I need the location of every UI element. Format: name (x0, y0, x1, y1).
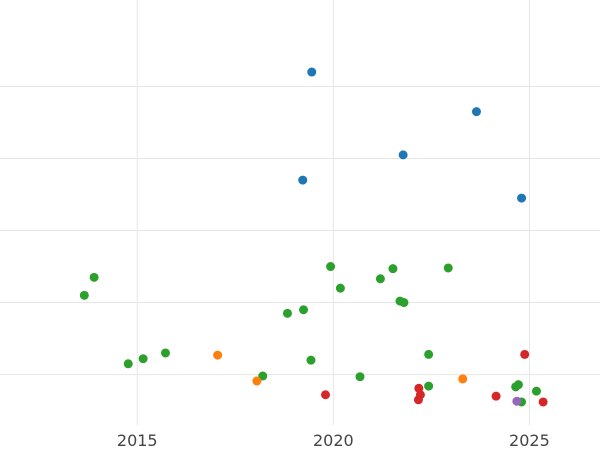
data-point (517, 193, 527, 203)
data-points (79, 67, 548, 407)
y-gridlines (0, 85, 600, 376)
data-point (252, 376, 262, 386)
data-point (123, 359, 133, 369)
x-gridlines (136, 0, 530, 425)
x-tick-label: 2020 (313, 431, 354, 450)
x-tick-label: 2025 (509, 431, 550, 450)
data-point (298, 175, 308, 185)
data-point (79, 290, 89, 300)
data-point (443, 263, 453, 273)
data-point (538, 397, 548, 407)
data-point (513, 380, 523, 390)
data-point (399, 298, 409, 308)
data-point (398, 150, 408, 160)
data-point (413, 395, 423, 405)
data-point (424, 349, 434, 359)
data-point (138, 354, 148, 364)
data-point (424, 381, 434, 391)
data-point (306, 355, 316, 365)
data-point (307, 67, 317, 77)
data-point (213, 350, 223, 360)
data-point (320, 390, 330, 400)
x-tick-labels: 2015 2020 2025 (117, 431, 550, 450)
data-point (299, 305, 309, 315)
data-point (491, 391, 501, 401)
x-tick-label: 2015 (117, 431, 158, 450)
data-point (282, 308, 292, 318)
data-point (512, 396, 522, 406)
data-point (531, 386, 541, 396)
data-point (326, 262, 336, 272)
data-point (258, 371, 268, 381)
data-point (335, 283, 345, 293)
data-point (160, 348, 170, 358)
data-point (458, 374, 468, 384)
data-point (471, 107, 481, 117)
data-point (375, 274, 385, 284)
data-point (355, 372, 365, 382)
data-point (520, 349, 530, 359)
data-point (388, 264, 398, 274)
data-point (89, 272, 99, 282)
